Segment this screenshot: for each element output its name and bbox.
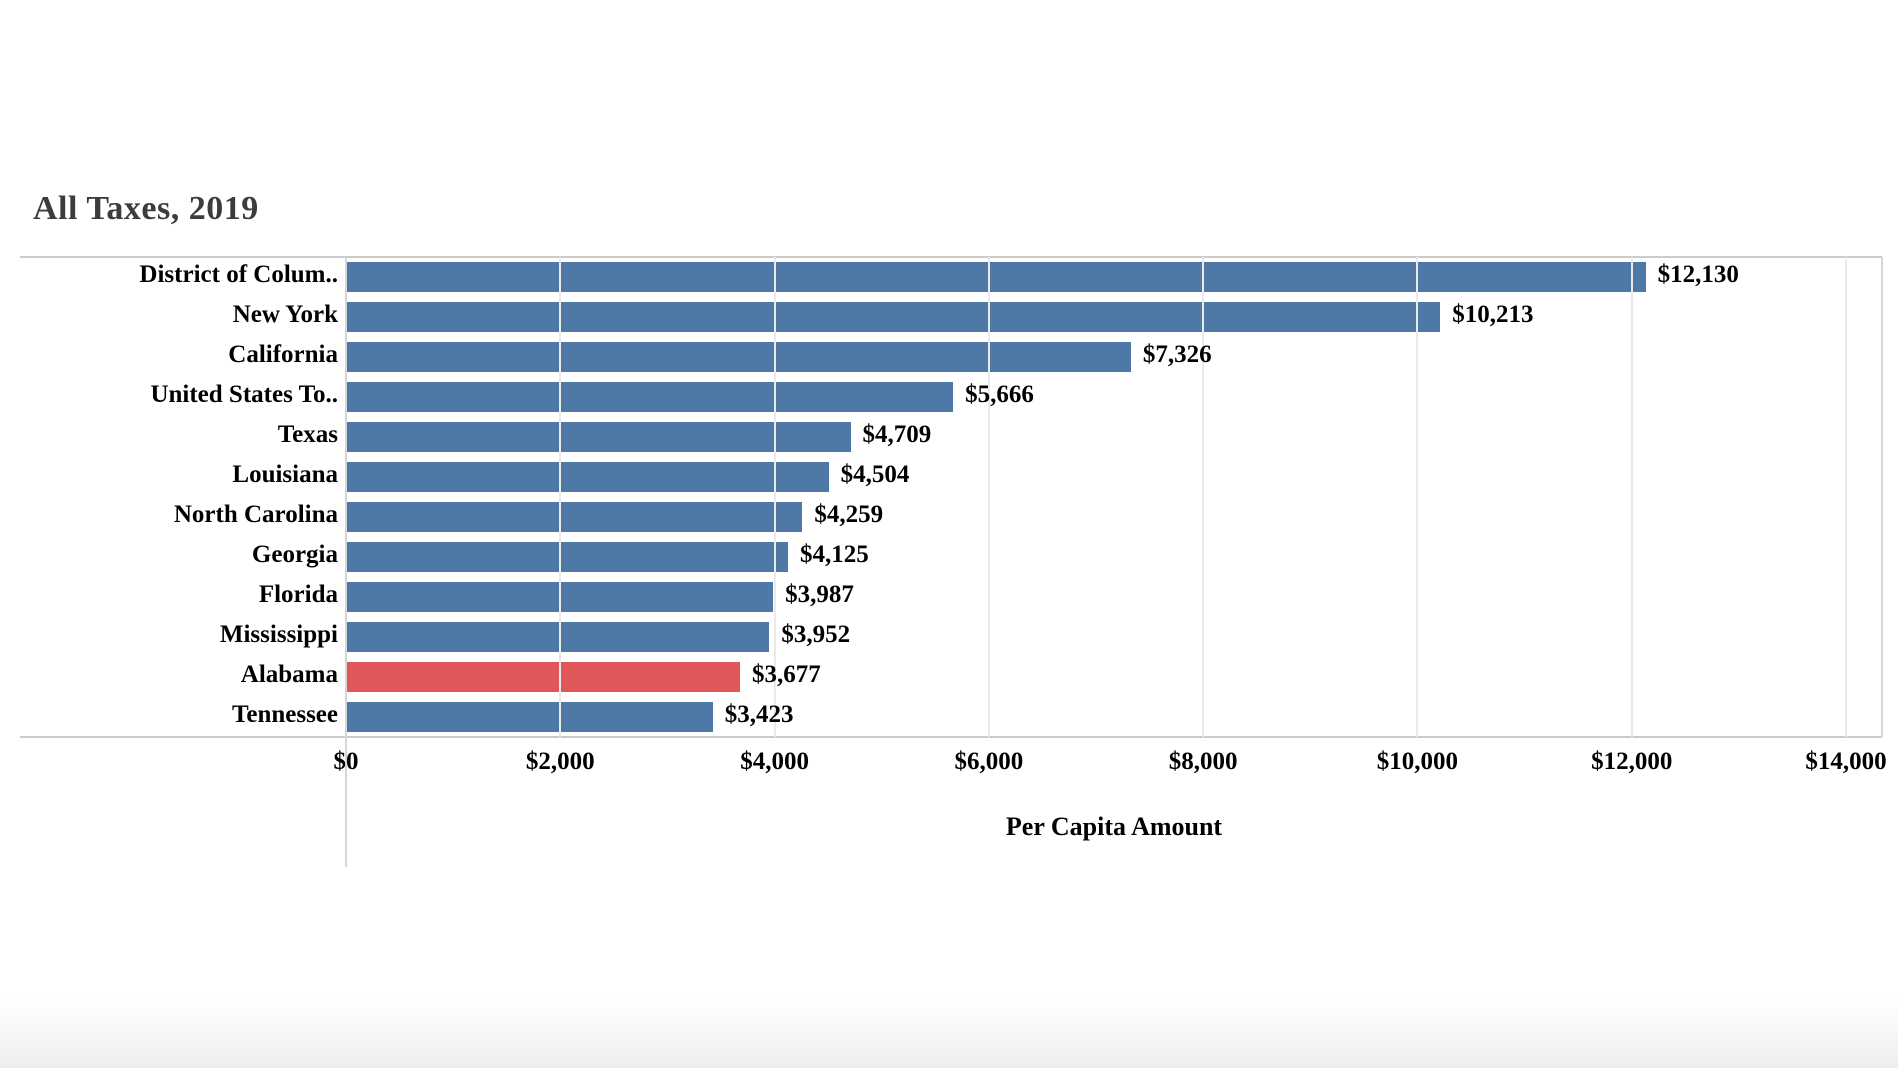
plot-right-border [1881, 257, 1883, 737]
category-label: Tennessee [231, 701, 338, 728]
x-axis-tick-label: $8,000 [1168, 748, 1238, 775]
x-axis-tick-label: $2,000 [525, 748, 595, 775]
x-axis-tick-label: $6,000 [954, 748, 1024, 775]
bar-district-of-colum[interactable] [346, 262, 1646, 292]
top-border-line [20, 256, 1882, 258]
chart-title: All Taxes, 2019 [33, 190, 259, 227]
zero-axis-line [345, 257, 347, 867]
x-axis-tick-label: $12,000 [1591, 748, 1673, 775]
x-axis-line [20, 736, 1882, 738]
category-label: Mississippi [219, 621, 338, 648]
bar-texas[interactable] [346, 422, 851, 452]
bar-georgia[interactable] [346, 542, 788, 572]
bar-new-york[interactable] [346, 302, 1441, 332]
bar-alabama[interactable] [346, 662, 740, 692]
bar-value-label: $3,952 [781, 621, 851, 648]
bar-value-label: $3,677 [751, 661, 821, 688]
bar-louisiana[interactable] [346, 462, 829, 492]
bar-value-label: $5,666 [965, 381, 1034, 408]
bar-value-label: $4,504 [840, 461, 910, 488]
bar-value-label: $3,423 [724, 701, 794, 728]
category-label: Alabama [240, 661, 338, 688]
bar-value-label: $4,125 [799, 541, 869, 568]
x-axis-tick-label: $4,000 [740, 748, 809, 775]
bottom-fade [0, 998, 1898, 1068]
bar-mississippi[interactable] [346, 622, 770, 652]
gridline [1630, 257, 1633, 737]
bar-value-label: $12,130 [1657, 261, 1739, 288]
category-label: Louisiana [232, 461, 338, 488]
x-axis-tick-label: $10,000 [1376, 748, 1459, 775]
gridline [987, 257, 990, 737]
gridline [1845, 257, 1847, 737]
bar-value-label: $4,709 [862, 421, 932, 448]
x-axis-tick-label: $14,000 [1805, 748, 1887, 775]
gridline [1416, 257, 1419, 737]
bar-value-label: $3,987 [785, 581, 854, 608]
category-label: Georgia [251, 541, 338, 568]
category-label: District of Colum.. [139, 261, 338, 288]
category-label: United States To.. [150, 381, 338, 408]
bar-tennessee[interactable] [346, 702, 713, 732]
bar-north-carolina[interactable] [346, 502, 803, 532]
bar-california[interactable] [346, 342, 1131, 372]
gridline [559, 257, 562, 737]
category-label: California [228, 341, 338, 368]
category-label: Texas [277, 421, 338, 448]
category-label: Florida [258, 581, 338, 608]
bar-value-label: $10,213 [1452, 301, 1534, 328]
bar-value-label: $7,326 [1142, 341, 1212, 368]
category-label: North Carolina [173, 501, 338, 528]
x-axis-title: Per Capita Amount [1005, 812, 1223, 841]
bar-value-label: $4,259 [814, 501, 884, 528]
gridline [1202, 257, 1205, 737]
category-label: New York [232, 301, 338, 328]
gridline [773, 257, 776, 737]
bar-united-states-to[interactable] [346, 382, 954, 412]
